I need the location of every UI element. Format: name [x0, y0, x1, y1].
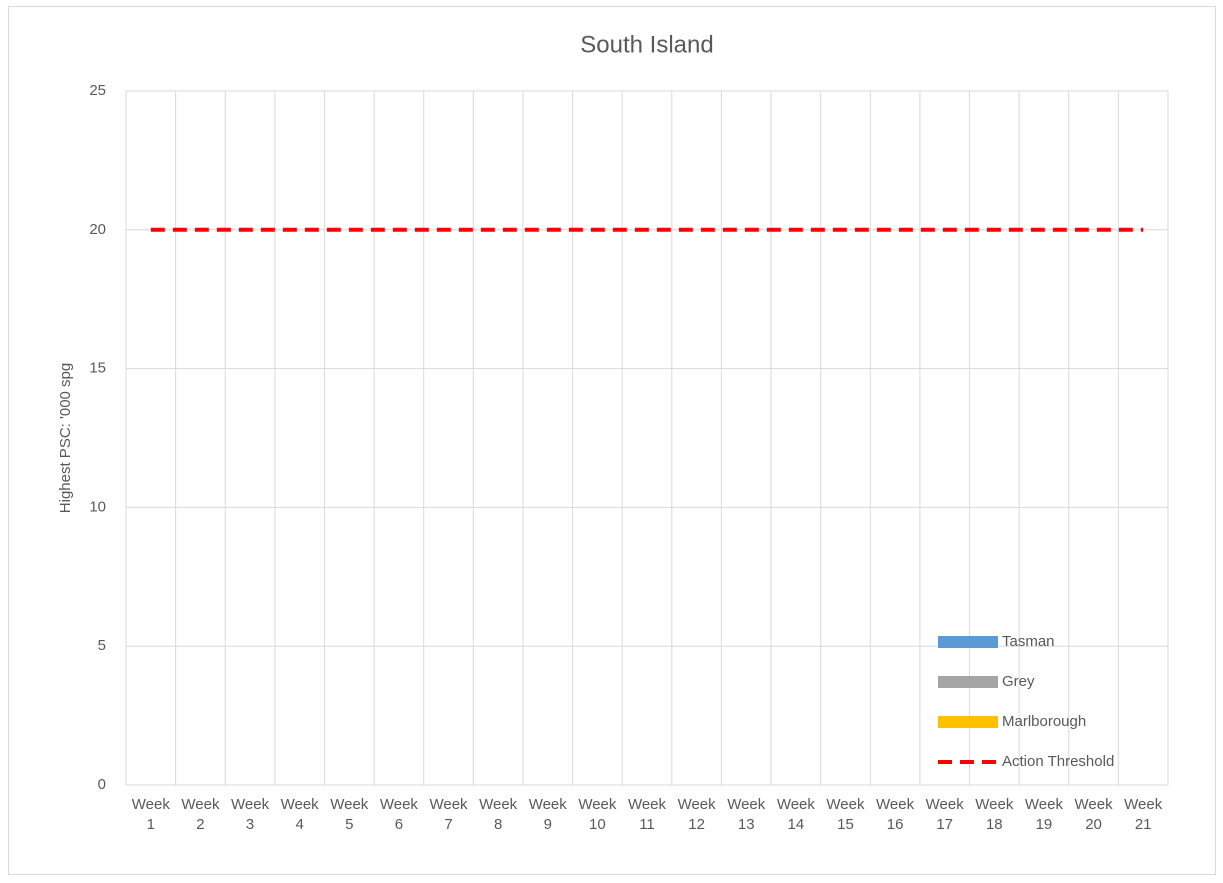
x-tick-label: Week 18 [975, 796, 1014, 833]
y-tick-label: 5 [98, 637, 106, 654]
x-tick-label: Week 15 [826, 796, 865, 833]
x-tick-label: Week 21 [1124, 796, 1163, 833]
x-tick-label: Week 3 [231, 796, 270, 833]
x-tick-label: Week 11 [627, 796, 667, 833]
chart-title: South Island [580, 31, 713, 58]
x-tick-label: Week 17 [925, 796, 964, 833]
x-tick-label: Week 13 [727, 796, 766, 833]
x-tick-label: Week 14 [776, 796, 815, 833]
chart-border [8, 6, 1216, 875]
x-tick-label: Week 4 [280, 796, 319, 833]
x-tick-label: Week 1 [131, 796, 170, 833]
legend-label: Tasman [1002, 633, 1055, 650]
x-tick-label: Week 5 [330, 796, 369, 833]
x-tick-label: Week 7 [429, 796, 468, 833]
x-tick-label: Week 6 [379, 796, 418, 833]
x-tick-label: Week 10 [578, 796, 617, 833]
x-tick-label: Week 9 [528, 796, 567, 833]
y-tick-label: 15 [89, 360, 106, 377]
y-tick-label: 0 [98, 776, 106, 793]
legend-swatch [938, 716, 998, 728]
legend-label: Grey [1002, 673, 1035, 690]
legend-swatch [938, 636, 998, 648]
legend-label: Marlborough [1002, 713, 1086, 730]
x-tick-label: Week 16 [876, 796, 915, 833]
x-tick-label: Week 19 [1024, 796, 1063, 833]
y-tick-label: 25 [89, 82, 106, 99]
x-tick-label: Week 8 [479, 796, 518, 833]
y-axis-label: Highest PSC: '000 spg [57, 363, 74, 513]
x-tick-label: Week 12 [677, 796, 716, 833]
legend-swatch [938, 676, 998, 688]
x-tick-label: Week 2 [181, 796, 220, 833]
legend-label: Action Threshold [1002, 753, 1114, 770]
y-tick-label: 10 [89, 498, 106, 515]
x-tick-label: Week 20 [1074, 796, 1113, 833]
y-tick-label: 20 [89, 221, 106, 238]
